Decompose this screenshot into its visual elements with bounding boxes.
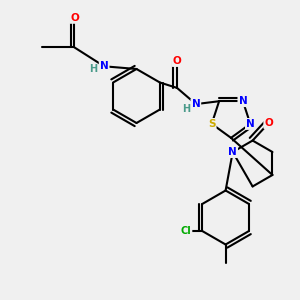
Text: O: O: [264, 118, 273, 128]
Text: O: O: [70, 13, 79, 23]
Text: N: N: [246, 119, 255, 129]
Text: O: O: [172, 56, 182, 66]
Text: N: N: [100, 61, 109, 71]
Text: N: N: [100, 61, 109, 71]
Text: N: N: [228, 147, 237, 157]
Text: N: N: [238, 96, 247, 106]
Text: N: N: [228, 147, 237, 157]
Text: S: S: [208, 119, 215, 129]
Text: O: O: [70, 13, 79, 23]
Text: H: H: [89, 64, 98, 74]
Text: Cl: Cl: [181, 226, 191, 236]
Text: O: O: [264, 118, 273, 128]
Text: S: S: [208, 119, 215, 129]
Text: O: O: [172, 56, 182, 66]
Text: Cl: Cl: [181, 226, 191, 236]
Text: H: H: [182, 103, 190, 114]
Text: N: N: [246, 119, 255, 129]
Text: N: N: [191, 99, 200, 109]
Text: N: N: [191, 99, 200, 109]
Text: N: N: [238, 96, 247, 106]
